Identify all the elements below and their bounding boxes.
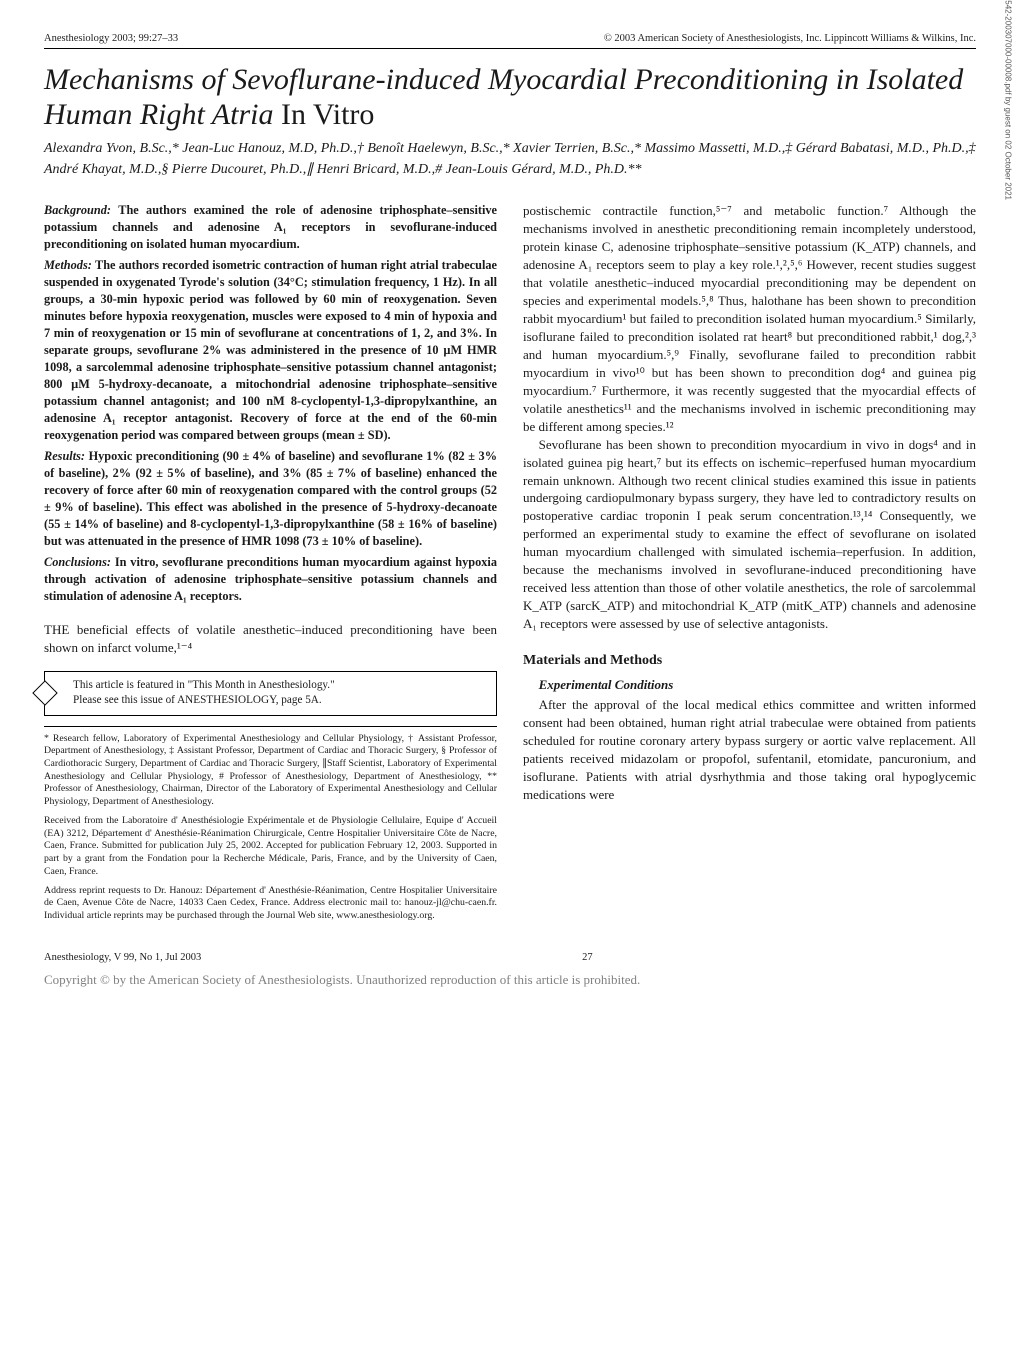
diamond-icon: [32, 680, 57, 705]
header-left: Anesthesiology 2003; 99:27–33: [44, 32, 178, 46]
footnote-affiliations: * Research fellow, Laboratory of Experim…: [44, 733, 497, 809]
abstract-conclusions: Conclusions: In vitro, sevoflurane preco…: [44, 554, 497, 605]
abstract-block: Background: The authors examined the rol…: [44, 202, 497, 604]
title-roman: In Vitro: [281, 98, 374, 131]
article-title: Mechanisms of Sevoflurane-induced Myocar…: [44, 63, 976, 132]
title-italic: Mechanisms of Sevoflurane-induced Myocar…: [44, 63, 963, 131]
page-number: 27: [582, 951, 593, 965]
copyright-line: Copyright © by the American Society of A…: [44, 971, 976, 989]
body-paragraph-1: postischemic contractile function,⁵⁻⁷ an…: [523, 202, 976, 435]
materials-methods-heading: Materials and Methods: [523, 651, 976, 670]
abstract-background: Background: The authors examined the rol…: [44, 202, 497, 253]
page-footer: Anesthesiology, V 99, No 1, Jul 2003 27 …: [44, 951, 976, 989]
abstract-methods-text: The authors recorded isometric contracti…: [44, 258, 497, 442]
footer-left: Anesthesiology, V 99, No 1, Jul 2003: [44, 951, 201, 965]
footer-right-spacer: [973, 951, 976, 965]
callout-line1: This article is featured in "This Month …: [73, 678, 486, 693]
callout-line2: Please see this issue of ANESTHESIOLOGY,…: [73, 693, 486, 708]
author-list: Alexandra Yvon, B.Sc.,* Jean-Luc Hanouz,…: [44, 138, 976, 180]
left-column: Background: The authors examined the rol…: [44, 202, 497, 928]
experimental-conditions-heading: Experimental Conditions: [539, 676, 976, 694]
footnotes-block: * Research fellow, Laboratory of Experim…: [44, 726, 497, 923]
footnote-reprint: Address reprint requests to Dr. Hanouz: …: [44, 885, 497, 923]
abstract-results: Results: Hypoxic preconditioning (90 ± 4…: [44, 448, 497, 550]
body-paragraph-2: Sevoflurane has been shown to preconditi…: [523, 436, 976, 633]
experimental-conditions-paragraph: After the approval of the local medical …: [523, 696, 976, 804]
abstract-methods: Methods: The authors recorded isometric …: [44, 257, 497, 444]
feature-callout: This article is featured in "This Month …: [44, 671, 497, 716]
header-right: © 2003 American Society of Anesthesiolog…: [604, 32, 976, 46]
right-column: postischemic contractile function,⁵⁻⁷ an…: [523, 202, 976, 928]
running-header: Anesthesiology 2003; 99:27–33 © 2003 Ame…: [44, 32, 976, 49]
download-watermark: Downloaded from http://pubs.asahq.org/an…: [1003, 0, 1014, 200]
abstract-results-text: Hypoxic preconditioning (90 ± 4% of base…: [44, 449, 497, 548]
intro-paragraph: THE beneficial effects of volatile anest…: [44, 621, 497, 657]
footnote-received: Received from the Laboratoire d' Anesthé…: [44, 815, 497, 879]
